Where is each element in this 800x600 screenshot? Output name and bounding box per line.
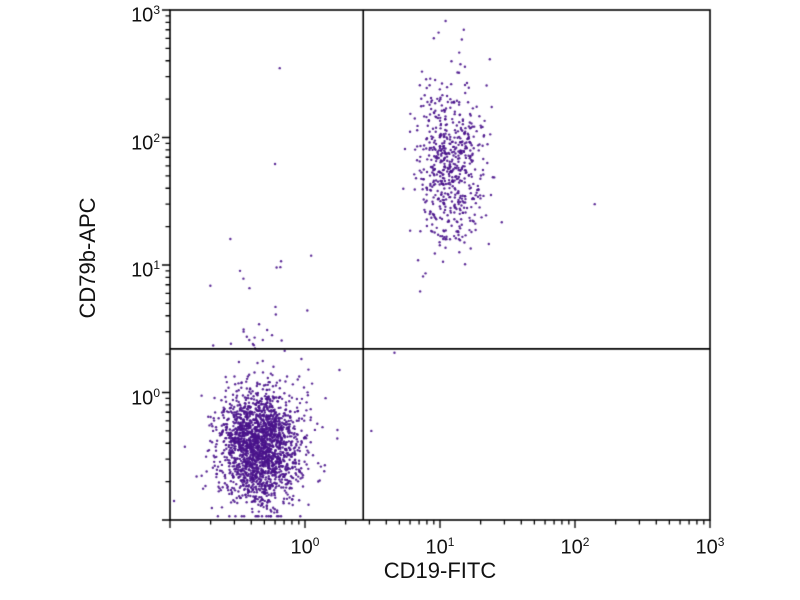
y-tick-label: 102	[131, 130, 160, 155]
x-tick-label: 101	[425, 535, 455, 559]
x-tick-label: 100	[290, 535, 320, 559]
x-tick-exponent: 1	[447, 535, 455, 549]
y-tick-exponent: 1	[153, 258, 160, 272]
x-tick-label: 102	[560, 535, 590, 559]
y-tick-label: 103	[131, 3, 160, 27]
y-tick-label: 101	[131, 258, 160, 282]
y-tick-exponent: 3	[153, 3, 160, 17]
y-tick-exponent: 0	[153, 385, 160, 400]
x-tick-exponent: 2	[582, 535, 590, 549]
x-tick-exponent: 3	[717, 535, 725, 549]
x-tick-label: 103	[695, 535, 725, 559]
x-tick-exponent: 0	[312, 535, 320, 549]
x-axis-label: CD19-FITC	[383, 558, 497, 583]
y-axis-label: CD79b-APC	[75, 197, 100, 319]
y-tick-label: 100	[131, 385, 160, 410]
y-tick-exponent: 2	[153, 130, 160, 145]
